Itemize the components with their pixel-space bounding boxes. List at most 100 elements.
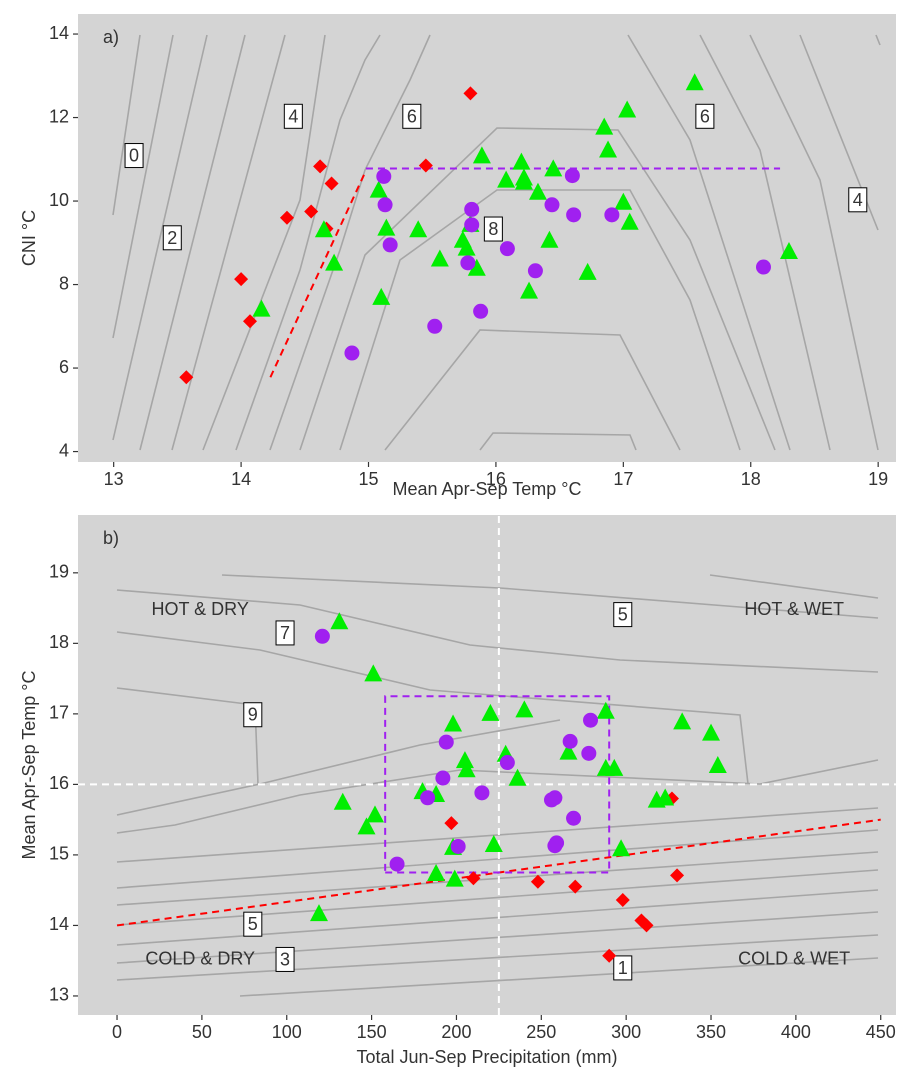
y-tick-label: 18 xyxy=(49,632,69,652)
triangle-point xyxy=(559,742,578,760)
triangle-point xyxy=(377,218,396,236)
diamond-point xyxy=(568,879,583,894)
circle-point xyxy=(427,318,443,334)
circle-point xyxy=(564,168,580,184)
circle-point xyxy=(547,790,563,806)
x-tick-label: 250 xyxy=(526,1022,556,1042)
x-tick-label: 200 xyxy=(441,1022,471,1042)
reference-line xyxy=(269,170,367,378)
circle-point xyxy=(583,712,599,728)
contour-label-box xyxy=(283,103,303,129)
panel-label: b) xyxy=(103,528,119,548)
contour-label: 7 xyxy=(280,623,290,643)
triangle-point xyxy=(430,249,449,267)
circle-point xyxy=(314,628,330,644)
panel-label: a) xyxy=(103,27,119,47)
circle-point xyxy=(544,197,560,213)
triangle-point xyxy=(544,159,563,177)
contour-label: 1 xyxy=(618,958,628,978)
diamond-point xyxy=(313,159,328,174)
triangle-point xyxy=(457,760,476,778)
diamond-point xyxy=(279,210,294,225)
x-tick-label: 18 xyxy=(741,469,761,489)
contours xyxy=(112,34,881,451)
triangle-point xyxy=(599,140,618,158)
y-axis-title: Mean Apr-Sep Temp °C xyxy=(19,671,39,860)
contour-label: 8 xyxy=(488,219,498,239)
triangle-point xyxy=(514,172,533,190)
triangle-point xyxy=(325,253,344,271)
x-axis-title: Total Jun-Sep Precipitation (mm) xyxy=(356,1047,617,1067)
triangle-point xyxy=(365,805,384,823)
contour-label: 5 xyxy=(618,605,628,625)
y-tick-label: 6 xyxy=(59,357,69,377)
circle-point xyxy=(474,785,490,801)
quadrant-label: COLD & DRY xyxy=(145,949,255,969)
triangle-point xyxy=(578,262,597,280)
contour-label-box xyxy=(243,702,263,728)
circle-point xyxy=(464,217,480,233)
circle-point xyxy=(566,810,582,826)
circle-point xyxy=(549,835,565,851)
diamond-point xyxy=(634,913,649,928)
circle-point xyxy=(435,770,451,786)
triangle-point xyxy=(612,839,631,857)
triangle-point xyxy=(673,712,692,730)
panel xyxy=(78,515,896,1015)
contour-label: 0 xyxy=(129,146,139,166)
triangle-point xyxy=(252,299,271,317)
x-tick-label: 13 xyxy=(104,469,124,489)
contour-label: 4 xyxy=(853,190,863,210)
y-tick-label: 14 xyxy=(49,23,69,43)
circle-point xyxy=(389,856,405,872)
triangle-point xyxy=(457,238,476,256)
triangle-point xyxy=(508,768,527,786)
x-tick-label: 17 xyxy=(613,469,633,489)
diamond-point xyxy=(615,893,630,908)
circle-point xyxy=(755,259,771,275)
x-tick-label: 450 xyxy=(866,1022,896,1042)
contour-label-box xyxy=(243,911,263,937)
triangle-point xyxy=(528,182,547,200)
contour-label-box xyxy=(483,216,503,242)
x-tick-label: 15 xyxy=(358,469,378,489)
triangle-point xyxy=(330,612,349,630)
circle-point xyxy=(581,745,597,761)
quadrant-label: HOT & WET xyxy=(744,599,844,619)
diamond-point xyxy=(466,871,481,886)
y-tick-label: 10 xyxy=(49,190,69,210)
x-tick-label: 350 xyxy=(696,1022,726,1042)
quadrant-label: COLD & WET xyxy=(738,949,850,969)
triangle-point xyxy=(455,751,474,769)
triangle-point xyxy=(357,817,376,835)
diamond-point xyxy=(602,948,617,963)
diamond-point xyxy=(324,176,339,191)
circle-point xyxy=(382,237,398,253)
contour-label: 4 xyxy=(288,106,298,126)
triangle-point xyxy=(409,220,428,238)
y-tick-label: 15 xyxy=(49,844,69,864)
triangle-point xyxy=(512,152,531,170)
y-tick-label: 8 xyxy=(59,273,69,293)
diamond-point xyxy=(234,272,249,287)
circle-point xyxy=(473,303,489,319)
diamond-point xyxy=(179,370,194,385)
circle-point xyxy=(562,733,578,749)
triangle-point xyxy=(369,180,388,198)
circle-point xyxy=(566,207,582,223)
contour-label-box xyxy=(124,143,144,169)
diamond-point xyxy=(530,874,545,889)
diamond-point xyxy=(304,204,319,219)
contour-label-box xyxy=(695,103,715,129)
contour-label-box xyxy=(613,955,633,981)
quadrant-label: HOT & DRY xyxy=(152,599,249,619)
y-tick-label: 4 xyxy=(59,440,69,460)
triangle-point xyxy=(364,664,383,682)
triangle-point xyxy=(472,146,491,164)
x-tick-label: 150 xyxy=(357,1022,387,1042)
diamond-point xyxy=(444,816,459,831)
circle-point xyxy=(499,241,515,257)
circle-point xyxy=(344,345,360,361)
contour-label-box xyxy=(848,187,868,213)
triangle-point xyxy=(520,281,539,299)
